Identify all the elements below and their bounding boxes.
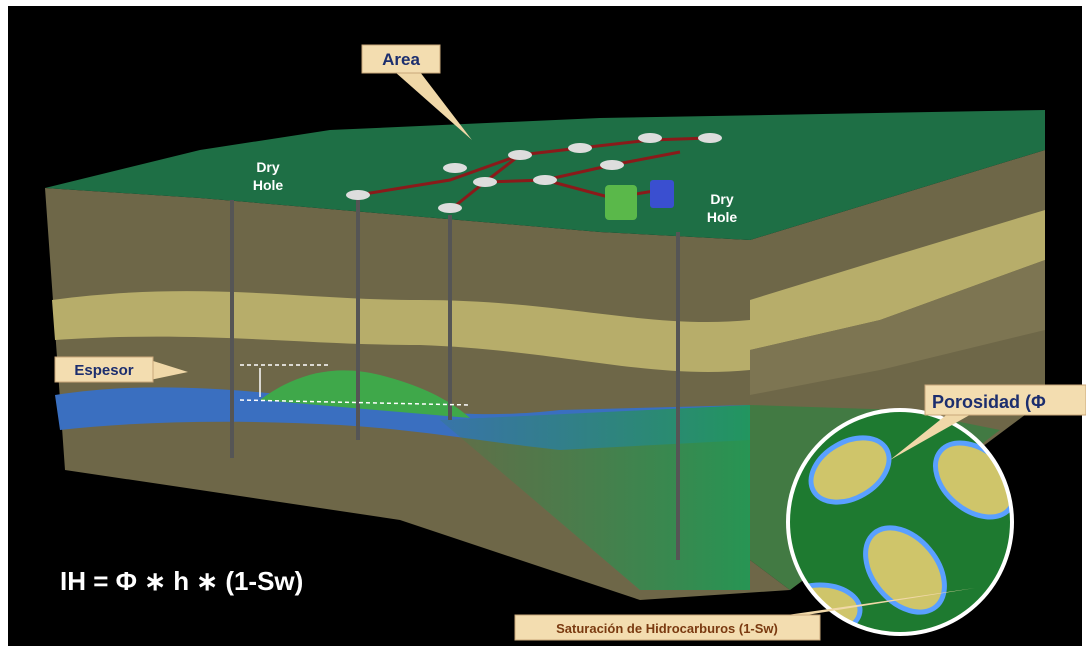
dry-hole-label: Dry: [710, 191, 734, 207]
callout-box: [361, 44, 441, 74]
tank: [650, 180, 674, 208]
dry-hole-label: Dry: [256, 159, 280, 175]
formula: IH = Φ ∗ h ∗ (1-Sw): [60, 566, 303, 596]
wells: [230, 200, 680, 560]
callout-pointer: [780, 588, 975, 616]
area-label: Area: [382, 50, 420, 69]
pore-view: [788, 410, 1012, 634]
porosidad-label: Porosidad (Φ: [932, 392, 1046, 412]
dry-hole-label: Hole: [253, 177, 284, 193]
dry-hole-label: Hole: [707, 209, 738, 225]
rigs: [346, 133, 722, 213]
espesor-label: Espesor: [74, 362, 133, 379]
saturacion-label: Saturación de Hidrocarburos (1-Sw): [556, 621, 778, 636]
thickness-marker: [239, 364, 471, 406]
callout-box: [924, 384, 1086, 416]
callout-pointer: [890, 412, 975, 460]
callout-box: [54, 356, 154, 383]
circle-border: [786, 408, 1014, 636]
callout-pointer: [395, 72, 472, 140]
callout-pointer: [150, 360, 188, 380]
tank: [605, 185, 637, 220]
callout-box: [514, 614, 821, 641]
